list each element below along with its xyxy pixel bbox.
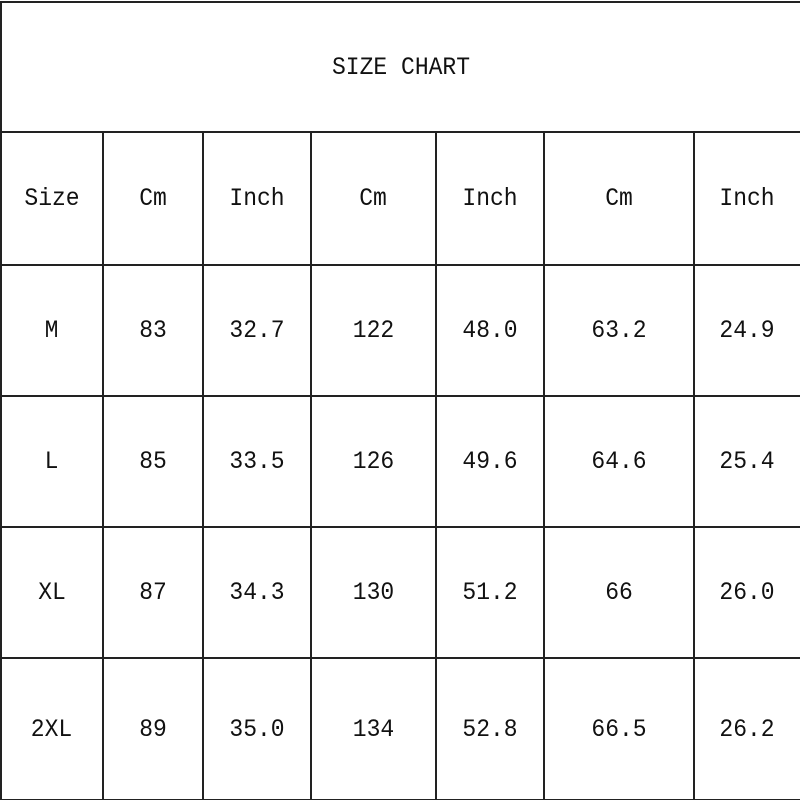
value-cell: 51.2 — [435, 526, 545, 659]
cell-text: L — [45, 447, 59, 476]
value-cell: 122 — [310, 264, 437, 397]
column-header: Cm — [543, 131, 695, 266]
value-cell: 35.0 — [202, 657, 312, 800]
cell-text: 122 — [352, 316, 395, 345]
cell-text: 63.2 — [591, 316, 647, 345]
cell-text: 26.2 — [719, 714, 776, 744]
size-cell: M — [0, 264, 104, 397]
value-cell: 87 — [102, 526, 204, 659]
cell-text: 130 — [352, 578, 395, 607]
table-row: XL 87 34.3 130 51.2 66 26.0 — [0, 526, 800, 659]
value-cell: 66 — [543, 526, 695, 659]
column-header: Inch — [435, 131, 545, 266]
value-cell: 63.2 — [543, 264, 695, 397]
value-cell: 85 — [102, 395, 204, 528]
size-cell: 2XL — [0, 657, 104, 800]
value-cell: 26.2 — [693, 657, 800, 800]
cell-text: 134 — [352, 714, 395, 744]
table-row: L 85 33.5 126 49.6 64.6 25.4 — [0, 395, 800, 528]
value-cell: 26.0 — [693, 526, 800, 659]
value-cell: 134 — [310, 657, 437, 800]
value-cell: 25.4 — [693, 395, 800, 528]
value-cell: 66.5 — [543, 657, 695, 800]
table-row: 2XL 89 35.0 134 52.8 66.5 26.2 — [0, 657, 800, 800]
cell-text: 51.2 — [462, 578, 518, 607]
cell-text: 87 — [139, 578, 167, 607]
cell-text: 126 — [352, 447, 395, 476]
cell-text: 26.0 — [719, 578, 776, 607]
column-header: Inch — [202, 131, 312, 266]
column-header: Size — [0, 131, 104, 266]
value-cell: 33.5 — [202, 395, 312, 528]
chart-title: SIZE CHART — [0, 1, 800, 133]
column-header-text: Cm — [139, 184, 167, 213]
cell-text: XL — [38, 578, 66, 607]
cell-text: 32.7 — [229, 316, 285, 345]
size-cell: XL — [0, 526, 104, 659]
value-cell: 126 — [310, 395, 437, 528]
value-cell: 130 — [310, 526, 437, 659]
value-cell: 24.9 — [693, 264, 800, 397]
column-header-text: Cm — [605, 184, 633, 213]
column-header-text: Inch — [719, 184, 776, 213]
table-row: M 83 32.7 122 48.0 63.2 24.9 — [0, 264, 800, 397]
cell-text: 66.5 — [591, 714, 647, 744]
value-cell: 64.6 — [543, 395, 695, 528]
column-header: Cm — [102, 131, 204, 266]
cell-text: 25.4 — [719, 447, 776, 476]
size-cell: L — [0, 395, 104, 528]
cell-text: 64.6 — [591, 447, 647, 476]
column-header-text: Inch — [462, 184, 518, 213]
column-header-text: Cm — [359, 184, 388, 213]
cell-text: 85 — [139, 447, 167, 476]
column-header: Inch — [693, 131, 800, 266]
header-row: Size Cm Inch Cm Inch Cm Inch — [0, 131, 800, 266]
value-cell: 48.0 — [435, 264, 545, 397]
value-cell: 32.7 — [202, 264, 312, 397]
cell-text: 89 — [139, 714, 167, 744]
value-cell: 34.3 — [202, 526, 312, 659]
column-header-text: Size — [24, 184, 80, 213]
cell-text: 24.9 — [719, 316, 776, 345]
cell-text: 52.8 — [462, 714, 518, 744]
column-header: Cm — [310, 131, 437, 266]
value-cell: 89 — [102, 657, 204, 800]
cell-text: 33.5 — [229, 447, 285, 476]
cell-text: 49.6 — [462, 447, 518, 476]
cell-text: 83 — [139, 316, 167, 345]
value-cell: 52.8 — [435, 657, 545, 800]
chart-title-text: SIZE CHART — [331, 52, 471, 82]
column-header-text: Inch — [229, 184, 285, 213]
cell-text: 48.0 — [462, 316, 518, 345]
cell-text: 34.3 — [229, 578, 285, 607]
cell-text: 66 — [605, 578, 633, 607]
cell-text: M — [45, 316, 59, 345]
value-cell: 49.6 — [435, 395, 545, 528]
cell-text: 35.0 — [229, 714, 285, 744]
cell-text: 2XL — [31, 714, 73, 744]
value-cell: 83 — [102, 264, 204, 397]
